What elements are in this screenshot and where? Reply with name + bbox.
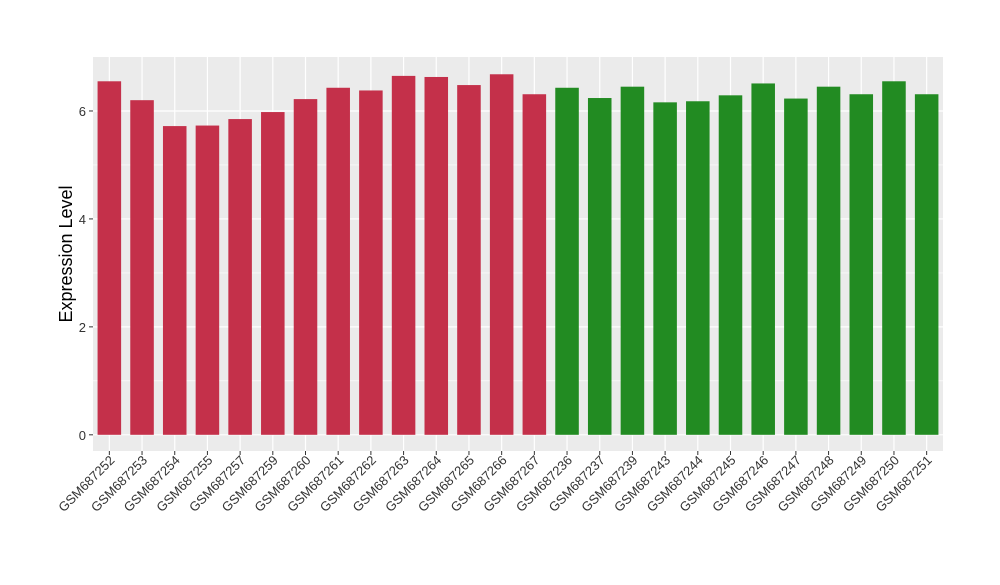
bar — [162, 126, 187, 435]
bar — [718, 95, 743, 435]
bars — [97, 74, 939, 435]
y-tick-label: 6 — [79, 104, 86, 119]
bar — [849, 94, 874, 435]
bar — [914, 94, 939, 435]
bar — [391, 75, 416, 435]
y-tick-label: 4 — [79, 212, 86, 227]
bar — [620, 86, 645, 435]
y-tick-label: 2 — [79, 320, 86, 335]
x-axis: GSM687252GSM687253GSM687254GSM687255GSM6… — [55, 451, 935, 515]
bar — [555, 87, 579, 435]
bar — [424, 76, 449, 435]
bar — [195, 125, 220, 435]
bar — [784, 98, 808, 435]
bar — [882, 81, 906, 435]
bar — [293, 99, 318, 435]
bar — [751, 83, 775, 435]
y-tick-label: 0 — [79, 428, 86, 443]
bar — [261, 112, 285, 435]
bar — [326, 87, 350, 435]
bar — [587, 98, 612, 435]
bar — [489, 74, 514, 435]
bar — [97, 81, 122, 435]
y-axis-label: Expression Level — [56, 185, 76, 322]
plot-panel — [93, 57, 943, 451]
bar — [653, 102, 677, 435]
bar — [228, 119, 252, 435]
bar — [816, 86, 841, 435]
bar — [686, 101, 710, 435]
bar — [130, 100, 154, 435]
bar — [457, 85, 481, 435]
bar — [359, 90, 383, 435]
y-axis: 0 2 4 6 — [79, 104, 93, 443]
bar — [522, 94, 547, 435]
